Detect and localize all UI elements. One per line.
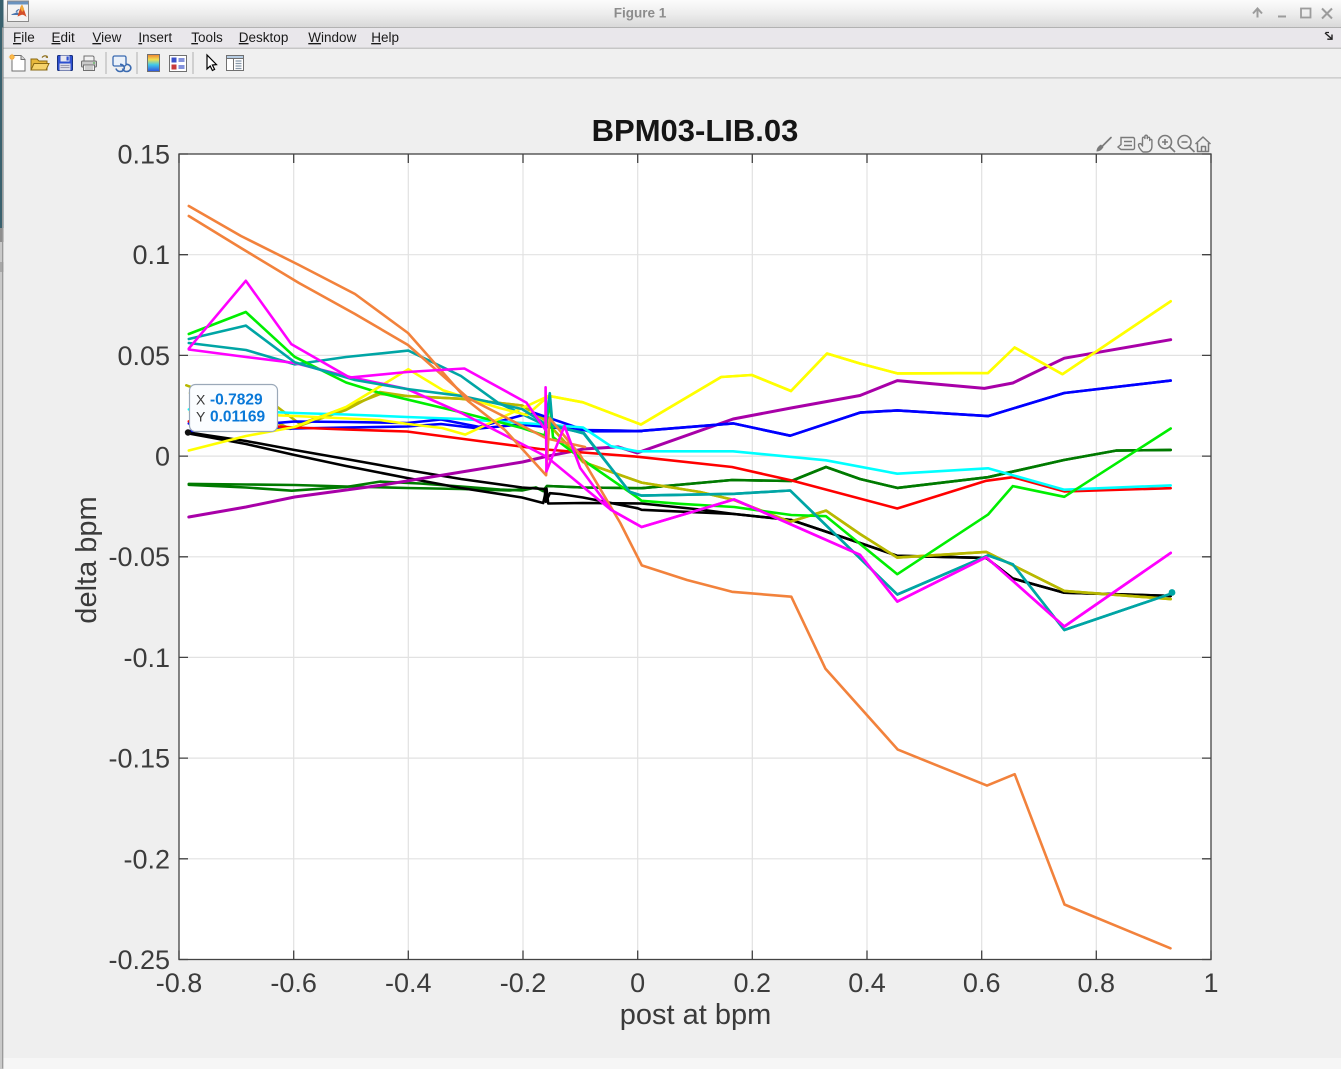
svg-text:Figure 1: Figure 1 bbox=[614, 6, 667, 21]
svg-text:0.15: 0.15 bbox=[117, 140, 170, 170]
svg-text:File: File bbox=[13, 30, 35, 45]
svg-text:0.4: 0.4 bbox=[848, 968, 886, 998]
svg-text:0.05: 0.05 bbox=[117, 341, 170, 371]
svg-text:-0.4: -0.4 bbox=[385, 968, 432, 998]
svg-text:delta bpm: delta bpm bbox=[71, 496, 103, 623]
svg-text:Window: Window bbox=[308, 30, 356, 45]
svg-text:View: View bbox=[92, 30, 121, 45]
svg-text:Y: Y bbox=[196, 409, 206, 425]
svg-text:0.6: 0.6 bbox=[963, 968, 1001, 998]
svg-text:0: 0 bbox=[630, 968, 645, 998]
svg-text:-0.15: -0.15 bbox=[108, 744, 170, 774]
svg-text:-0.2: -0.2 bbox=[123, 844, 170, 874]
svg-text:BPM03-LIB.03: BPM03-LIB.03 bbox=[592, 113, 799, 148]
svg-text:-0.25: -0.25 bbox=[108, 945, 170, 975]
svg-text:Insert: Insert bbox=[138, 30, 172, 45]
svg-text:Edit: Edit bbox=[52, 30, 76, 45]
svg-text:0: 0 bbox=[155, 442, 170, 472]
svg-text:-0.1: -0.1 bbox=[123, 643, 170, 673]
svg-text:0.8: 0.8 bbox=[1078, 968, 1116, 998]
svg-text:Tools: Tools bbox=[191, 30, 223, 45]
svg-text:-0.8: -0.8 bbox=[156, 968, 203, 998]
svg-text:-0.7829: -0.7829 bbox=[210, 392, 263, 409]
svg-text:X: X bbox=[196, 392, 206, 408]
svg-text:-0.05: -0.05 bbox=[108, 542, 170, 572]
svg-text:post at bpm: post at bpm bbox=[620, 999, 772, 1031]
svg-text:-0.2: -0.2 bbox=[500, 968, 547, 998]
svg-text:0.1: 0.1 bbox=[132, 240, 170, 270]
svg-text:0.2: 0.2 bbox=[734, 968, 772, 998]
svg-text:Desktop: Desktop bbox=[239, 30, 289, 45]
svg-text:1: 1 bbox=[1203, 968, 1218, 998]
svg-text:0.01169: 0.01169 bbox=[210, 409, 266, 426]
svg-text:-0.6: -0.6 bbox=[270, 968, 317, 998]
svg-text:Help: Help bbox=[371, 30, 399, 45]
